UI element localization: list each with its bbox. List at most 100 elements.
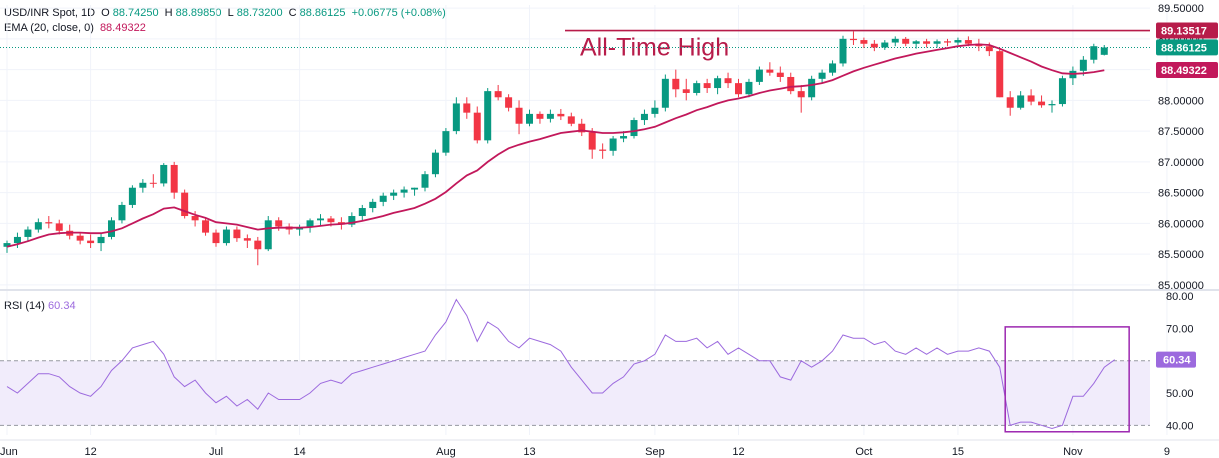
open-value: 88.74250 bbox=[112, 7, 159, 19]
candle-body bbox=[442, 131, 450, 153]
price-tag-bg bbox=[1156, 39, 1218, 56]
candle-body bbox=[996, 51, 1004, 98]
candle-body bbox=[1027, 95, 1035, 102]
candle-body bbox=[327, 218, 335, 223]
candle-body bbox=[275, 220, 283, 227]
candle-body bbox=[933, 41, 941, 44]
chart-legend: USD/INR Spot, 1D O 88.74250 H 88.89850 L 88… bbox=[4, 6, 449, 36]
candle-body bbox=[902, 38, 910, 44]
candle-body bbox=[1100, 47, 1108, 55]
candle-body bbox=[494, 91, 502, 98]
candle-body bbox=[243, 238, 251, 241]
candle-body bbox=[818, 72, 826, 79]
candle-body bbox=[3, 243, 11, 247]
candle-body bbox=[379, 195, 387, 202]
time-tick-label: Aug bbox=[436, 446, 456, 458]
rsi-legend: RSI (14) 60.34 bbox=[4, 300, 76, 312]
candle-body bbox=[954, 40, 962, 43]
close-label: C bbox=[288, 7, 297, 19]
candle-body bbox=[860, 40, 868, 44]
candle-body bbox=[714, 78, 722, 89]
time-tick-label: 13 bbox=[523, 446, 535, 458]
rsi-highlight-box bbox=[1004, 326, 1130, 433]
candle-body bbox=[787, 76, 795, 92]
candle-body bbox=[1006, 97, 1014, 108]
low-label: L bbox=[227, 7, 234, 19]
candle-body bbox=[640, 113, 648, 121]
high-label: H bbox=[164, 7, 173, 19]
time-tick-label: 14 bbox=[293, 446, 305, 458]
candle-body bbox=[358, 208, 366, 217]
change-value: +0.06775 (+0.08%) bbox=[351, 7, 446, 19]
candlesticks bbox=[3, 31, 1108, 266]
candle-body bbox=[735, 83, 742, 95]
candle-body bbox=[484, 91, 492, 141]
candle-body bbox=[829, 63, 837, 73]
candle-body bbox=[724, 78, 732, 84]
rsi-value: 60.34 bbox=[48, 300, 76, 312]
candle-body bbox=[400, 189, 408, 193]
candle-body bbox=[181, 192, 189, 217]
price-tag-bg bbox=[1156, 62, 1218, 79]
ema-label: EMA (20, close, 0) bbox=[4, 22, 94, 34]
candle-body bbox=[1079, 59, 1087, 71]
candle-body bbox=[1058, 78, 1066, 105]
price-tick-label: 86.50000 bbox=[1158, 188, 1204, 200]
candle-body bbox=[34, 222, 42, 230]
candle-body bbox=[672, 78, 680, 90]
candle-body bbox=[797, 91, 805, 98]
candle-body bbox=[13, 236, 21, 244]
rsi-band bbox=[0, 360, 1150, 426]
candle-body bbox=[985, 46, 993, 52]
candle-body bbox=[703, 83, 711, 89]
price-tick-label: 89.50000 bbox=[1158, 3, 1204, 15]
rsi-label: RSI (14) bbox=[4, 300, 45, 312]
time-tick-label: Jun bbox=[0, 446, 18, 458]
price-tags: 89.13517 88.86125 88.49322 60.34 bbox=[1156, 22, 1218, 368]
candle-body bbox=[264, 220, 272, 250]
candle-body bbox=[849, 38, 857, 41]
candle-body bbox=[191, 216, 199, 221]
price-tick-label: 85.50000 bbox=[1158, 249, 1204, 261]
price-tag-label: 89.13517 bbox=[1161, 26, 1207, 38]
candle-body bbox=[76, 235, 84, 241]
candle-body bbox=[128, 187, 136, 205]
candle-body bbox=[118, 204, 126, 221]
candle-body bbox=[599, 149, 607, 151]
candle-body bbox=[567, 116, 575, 124]
candle-body bbox=[254, 240, 262, 250]
candle-body bbox=[202, 220, 210, 233]
low-value: 88.73200 bbox=[236, 7, 283, 19]
candle-body bbox=[630, 120, 638, 137]
rsi-line bbox=[6, 298, 1115, 430]
price-tick-label: 86.00000 bbox=[1158, 218, 1204, 230]
candle-body bbox=[755, 69, 763, 82]
high-value: 88.89850 bbox=[175, 7, 222, 19]
candle-body bbox=[923, 41, 931, 44]
candle-body bbox=[944, 41, 951, 43]
candle-body bbox=[139, 182, 147, 188]
candle-body bbox=[1038, 101, 1046, 106]
price-tick-label: 88.00000 bbox=[1158, 95, 1204, 107]
candle-body bbox=[233, 229, 241, 239]
time-tick-label: 9 bbox=[1164, 446, 1170, 458]
candle-body bbox=[306, 220, 314, 228]
price-tick-label: 87.00000 bbox=[1158, 157, 1204, 169]
candle-body bbox=[431, 152, 439, 175]
candle-body bbox=[473, 112, 481, 141]
candle-body bbox=[536, 113, 544, 119]
candle-body bbox=[149, 182, 157, 184]
time-tick-label: Nov bbox=[1063, 446, 1083, 458]
candle-body bbox=[776, 72, 784, 77]
candle-body bbox=[45, 222, 53, 224]
candle-body bbox=[369, 201, 377, 209]
candle-body bbox=[212, 232, 220, 244]
candle-body bbox=[745, 81, 753, 95]
price-tag-label: 88.86125 bbox=[1161, 42, 1207, 54]
candle-body bbox=[452, 103, 460, 132]
candle-body bbox=[170, 164, 178, 193]
price-tick-label: 85.00000 bbox=[1158, 280, 1204, 292]
candle-body bbox=[588, 132, 596, 150]
candle-body bbox=[87, 240, 95, 244]
